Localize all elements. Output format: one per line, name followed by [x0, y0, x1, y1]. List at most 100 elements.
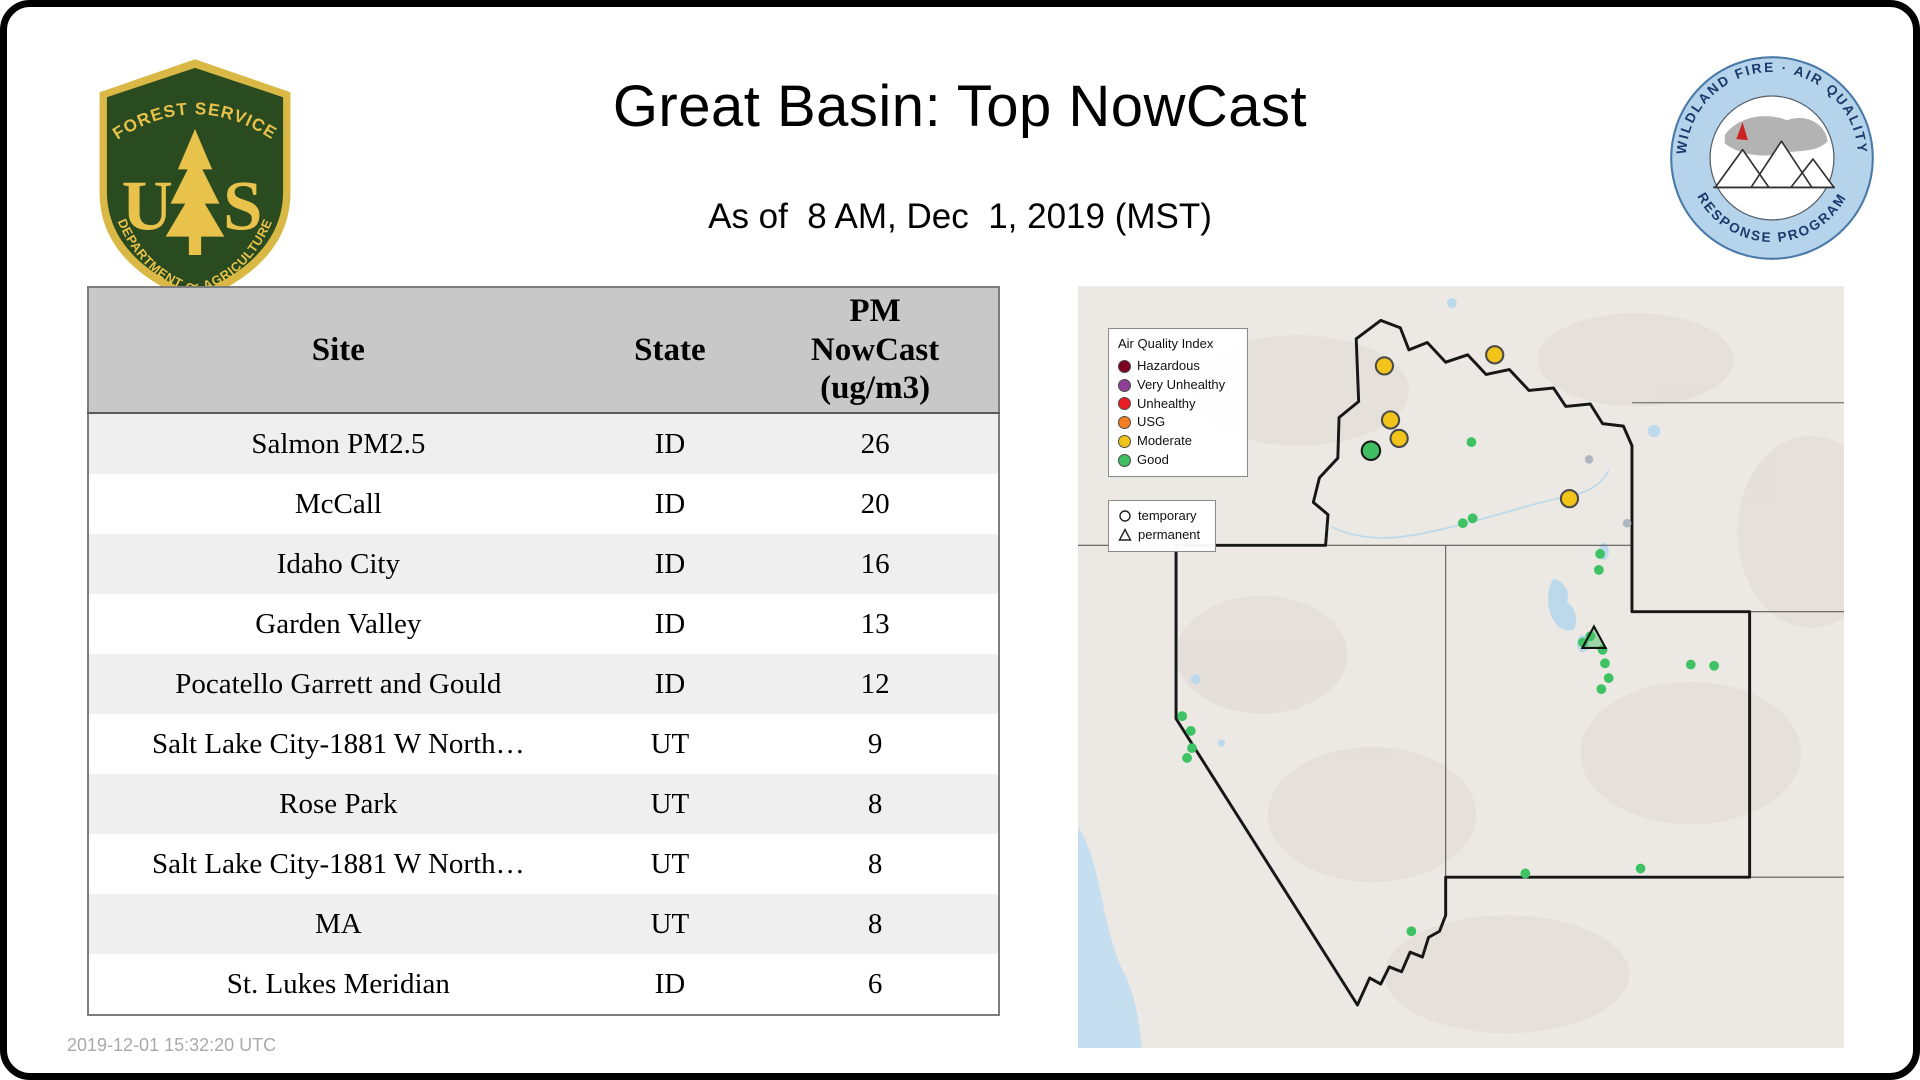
cell-value: 16 — [860, 547, 890, 580]
cell-site: Pocatello Garrett and Gould — [175, 667, 502, 700]
aqi-swatch-unhealthy — [1118, 397, 1131, 411]
map-marker-good — [1182, 753, 1192, 763]
cell-site: Rose Park — [279, 787, 398, 820]
column-header-pm-nowcast: PM NowCast (ug/m3) — [752, 287, 999, 414]
aqi-swatch-moderate — [1118, 435, 1131, 449]
map-marker-good — [1596, 684, 1607, 695]
marker-legend: temporary permanent — [1108, 500, 1216, 552]
usfs-monogram-s: S — [223, 167, 262, 245]
aqi-legend-item: Very Unhealthy — [1118, 376, 1238, 395]
cell-state: UT — [650, 907, 690, 940]
map-marker-moderate — [1374, 356, 1395, 376]
cell-value: 26 — [860, 427, 890, 460]
marker-legend-item: permanent — [1118, 526, 1206, 545]
map-marker-good — [1187, 743, 1197, 754]
aqi-legend-label: Unhealthy — [1137, 395, 1196, 411]
cell-state: ID — [654, 607, 686, 640]
pacific-ocean — [1078, 826, 1142, 1048]
cell-state: UT — [650, 727, 690, 760]
snake-river — [1331, 469, 1610, 539]
aqi-legend-item: Unhealthy — [1118, 395, 1238, 414]
table-row: McCall ID 20 — [88, 474, 999, 534]
smoke-plume-icon — [1724, 116, 1828, 156]
map-marker-moderate — [1559, 488, 1580, 509]
table-row: Idaho City ID 16 — [88, 534, 999, 594]
map-marker-good — [1709, 660, 1719, 671]
cell-site: St. Lukes Meridian — [226, 967, 450, 1000]
page-title: Great Basin: Top NowCast — [612, 74, 1308, 139]
aqi-legend-label: Moderate — [1137, 433, 1192, 449]
column-header-state: State — [587, 287, 753, 414]
aqi-legend-label: USG — [1137, 414, 1166, 430]
cell-state: UT — [650, 847, 690, 880]
airfire-program-logo: WILDLAND FIRE · AIR QUALITY RESPONSE PRO… — [1670, 56, 1874, 260]
column-header-site: Site — [88, 287, 588, 414]
marker-legend-item: temporary — [1118, 507, 1206, 526]
cell-site: Idaho City — [276, 547, 400, 580]
aqi-swatch-very-unhealthy — [1118, 378, 1131, 392]
circle-icon — [1118, 509, 1132, 523]
aqi-swatch-hazardous — [1118, 359, 1131, 373]
table-row: St. Lukes Meridian ID 6 — [88, 954, 999, 1015]
page-subtitle: As of 8 AM, Dec 1, 2019 (MST) — [708, 197, 1212, 236]
cell-value: 13 — [860, 607, 890, 640]
great-basin-boundary — [1174, 318, 1752, 1007]
map-marker-inactive — [1622, 518, 1632, 528]
map-marker-good — [1578, 637, 1588, 648]
aqi-legend-label: Very Unhealthy — [1137, 376, 1226, 392]
map-marker-good — [1360, 440, 1382, 461]
pine-tree-icon — [165, 129, 225, 256]
map-marker-good — [1635, 863, 1646, 874]
triangle-icon — [1118, 528, 1132, 542]
map-marker-moderate — [1485, 345, 1505, 365]
cell-value: 20 — [860, 487, 890, 520]
cell-state: ID — [654, 487, 686, 520]
cell-value: 9 — [867, 727, 883, 760]
table-row: MA UT 8 — [88, 894, 999, 954]
aqi-legend-label: Hazardous — [1137, 357, 1200, 373]
cell-state: UT — [650, 787, 690, 820]
cell-value: 8 — [867, 907, 883, 940]
table-row: Salt Lake City-1881 W North… UT 9 — [88, 714, 999, 774]
aqi-legend-item: Good — [1118, 451, 1238, 470]
nowcast-table-header: Site State PM NowCast (ug/m3) — [88, 287, 999, 414]
map-marker-good — [1685, 659, 1696, 670]
table-row: Salmon PM2.5 ID 26 — [88, 413, 999, 474]
table-row: Rose Park UT 8 — [88, 774, 999, 834]
table-row: Pocatello Garrett and Gould ID 12 — [88, 654, 999, 714]
cell-site: Salmon PM2.5 — [251, 427, 426, 460]
map-marker-good — [1406, 926, 1417, 937]
cell-site: McCall — [294, 487, 382, 520]
aqi-legend-items: Hazardous Very Unhealthy Unhealthy USG Moder… — [1118, 357, 1238, 470]
map-markers — [1177, 345, 1719, 937]
cell-value: 6 — [867, 967, 883, 1000]
marker-legend-label: temporary — [1138, 508, 1197, 523]
map-marker-good — [1593, 564, 1604, 575]
cell-state: ID — [654, 547, 686, 580]
cell-state: ID — [654, 667, 686, 700]
nowcast-table-body: Salmon PM2.5 ID 26 McCall ID 20 Idaho City ID 16… — [88, 413, 999, 1015]
map-marker-inactive — [1584, 454, 1594, 464]
cell-state: ID — [654, 967, 686, 1000]
marker-legend-label: permanent — [1138, 526, 1201, 542]
forest-service-logo: FOREST SERVICE U S DEPARTMENT OF AGRICUL… — [99, 59, 291, 303]
cell-value: 8 — [867, 787, 883, 820]
map-marker-good — [1466, 437, 1477, 448]
cell-site: Salt Lake City-1881 W North… — [151, 847, 525, 880]
basemap-svg — [1078, 286, 1844, 1048]
table-row: Salt Lake City-1881 W North… UT 8 — [88, 834, 999, 894]
map-marker-moderate — [1380, 410, 1401, 430]
map-marker-good — [1603, 673, 1614, 683]
aqi-swatch-usg — [1118, 416, 1131, 430]
aqi-legend-label: Good — [1137, 452, 1169, 468]
aqi-legend-item: Moderate — [1118, 432, 1238, 451]
map-marker-good — [1600, 658, 1610, 669]
cell-site: Salt Lake City-1881 W North… — [151, 727, 525, 760]
aqi-legend-item: USG — [1118, 413, 1238, 432]
map-marker-good — [1520, 868, 1531, 879]
table-row: Garden Valley ID 13 — [88, 594, 999, 654]
flame-icon — [1736, 122, 1748, 141]
aqi-legend-item: Hazardous — [1118, 357, 1238, 376]
map: Air Quality Index Hazardous Very Unhealth… — [1078, 286, 1844, 1048]
